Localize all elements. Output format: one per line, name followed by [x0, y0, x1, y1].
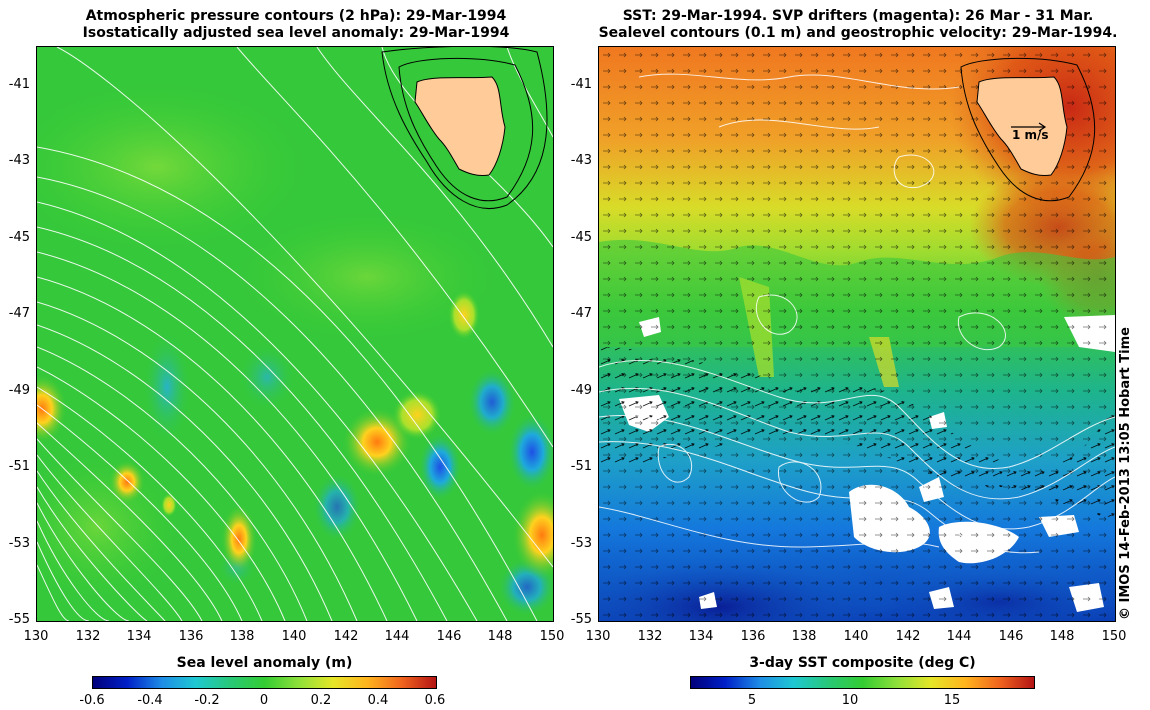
sla-colorbar-tick: -0.4: [137, 693, 163, 708]
right-lat-label: -53: [570, 536, 592, 551]
right-lat-label: -45: [570, 230, 592, 245]
right-lat-label: -51: [570, 459, 592, 474]
right-lon-label: 148: [1049, 629, 1075, 644]
sst-colorbar-title: 3-day SST composite (deg C): [749, 655, 976, 671]
right-title: SST: 29-Mar-1994. SVP drifters (magenta)…: [598, 8, 1118, 42]
sst-colorbar-tick: 10: [841, 693, 859, 708]
left-lon-label: 148: [487, 629, 513, 644]
right-lat-label: -41: [570, 77, 592, 92]
sla-colorbar-tick: -0.6: [79, 693, 105, 708]
right-lon-label: 132: [637, 629, 663, 644]
left-title: Atmospheric pressure contours (2 hPa): 2…: [36, 8, 556, 42]
tasmania-land: [976, 76, 1068, 176]
sst-map-svg: [599, 47, 1115, 621]
right-lat-label: -49: [570, 383, 592, 398]
sla-colorbar: [92, 676, 437, 689]
sst-colorbar-tick: 5: [747, 693, 757, 708]
right-lat-label: -55: [570, 612, 592, 627]
left-lon-label: 150: [539, 629, 565, 644]
right-title-line2: Sealevel contours (0.1 m) and geostrophi…: [598, 25, 1118, 41]
left-lat-label: -51: [8, 459, 30, 474]
right-lon-label: 146: [998, 629, 1024, 644]
left-lon-label: 132: [75, 629, 101, 644]
right-lon-label: 144: [946, 629, 972, 644]
right-lon-label: 130: [585, 629, 611, 644]
right-lat-label: -43: [570, 153, 592, 168]
left-lon-label: 144: [384, 629, 410, 644]
left-title-line1: Atmospheric pressure contours (2 hPa): 2…: [85, 8, 507, 24]
sla-colorbar-tick: 0: [259, 693, 269, 708]
sst-colorbar: [690, 676, 1035, 689]
sst-map[interactable]: 1 m/s: [598, 46, 1116, 622]
sea-level-anomaly-map[interactable]: [36, 46, 554, 622]
right-lon-label: 138: [791, 629, 817, 644]
sla-colorbar-tick: 0.2: [310, 693, 332, 708]
tasmania-land: [414, 76, 506, 176]
velocity-scale-label: 1 m/s: [1012, 128, 1049, 142]
left-lat-label: -41: [8, 77, 30, 92]
left-lat-label: -49: [8, 383, 30, 398]
left-lon-label: 146: [436, 629, 462, 644]
sla-colorbar-tick: -0.2: [194, 693, 220, 708]
left-lon-label: 130: [23, 629, 49, 644]
sla-map-svg: [37, 47, 553, 621]
left-lat-label: -47: [8, 306, 30, 321]
left-lon-label: 138: [229, 629, 255, 644]
right-lon-label: 134: [688, 629, 714, 644]
right-lat-label: -47: [570, 306, 592, 321]
left-lat-label: -45: [8, 230, 30, 245]
sst-colorbar-tick: 15: [943, 693, 961, 708]
right-lon-label: 140: [843, 629, 869, 644]
left-lon-label: 136: [178, 629, 204, 644]
right-lon-label: 142: [895, 629, 921, 644]
right-title-line1: SST: 29-Mar-1994. SVP drifters (magenta)…: [622, 8, 1094, 24]
velocity-scale-arrow-icon: [1011, 122, 1047, 132]
sla-colorbar-tick: 0.6: [424, 693, 446, 708]
sla-colorbar-tick: 0.4: [367, 693, 389, 708]
left-lon-label: 134: [126, 629, 152, 644]
left-lat-label: -55: [8, 612, 30, 627]
right-lon-label: 136: [740, 629, 766, 644]
sla-colorbar-title: Sea level anomaly (m): [176, 655, 353, 671]
left-lat-label: -53: [8, 536, 30, 551]
left-title-line2: Isostatically adjusted sea level anomaly…: [82, 25, 510, 41]
credit-text: © IMOS 14-Feb-2013 13:05 Hobart Time: [1118, 327, 1133, 620]
left-lon-label: 142: [333, 629, 359, 644]
left-lat-label: -43: [8, 153, 30, 168]
left-lon-label: 140: [281, 629, 307, 644]
right-lon-label: 150: [1101, 629, 1127, 644]
